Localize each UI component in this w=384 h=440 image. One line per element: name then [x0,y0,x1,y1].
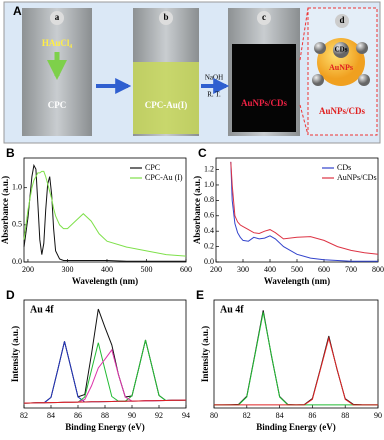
gold-particle [317,38,365,86]
series-line [214,310,378,406]
plot-frame [23,299,187,409]
panel-label: D [6,288,15,302]
x-tick-label: 400 [264,265,276,274]
x-tick-label: 600 [180,265,192,274]
x-tick-label: 600 [318,265,330,274]
legend-label: CPC-Au (I) [145,173,183,182]
solution [232,44,296,132]
x-tick-label: 700 [345,265,357,274]
y-axis-label: Intensity (a.u.) [200,326,210,382]
vial-label: AuNPs/CDs [241,98,288,108]
panel-label: A [13,4,22,18]
y-tick-label: 0.0 [12,257,22,266]
y-tick-label: 1.2 [204,164,214,173]
vial-letter: c [262,12,266,22]
series-line [23,339,187,404]
x-tick-label: 200 [210,265,222,274]
x-tick-label: 800 [372,265,384,274]
x-axis-label: Binding Energy (eV) [65,422,145,432]
plot-frame [23,157,187,263]
inset-label: AuNPs/CDs [319,106,366,116]
x-axis-label: Wavelength (nm) [72,276,138,286]
series-line [23,341,187,404]
y-axis-label: Intensity (a.u.) [10,326,20,382]
x-tick-label: 88 [101,411,109,420]
series-line [214,336,378,406]
x-tick-label: 500 [291,265,303,274]
x-tick-label: 300 [237,265,249,274]
panel-label: C [198,146,207,160]
condition: R. T. [207,91,221,99]
x-tick-label: 90 [374,411,382,420]
vial-label: CPC-Au(I) [145,100,188,110]
x-tick-label: 84 [276,411,284,420]
letter-badge [50,11,64,25]
series-line [214,312,378,406]
legend-label: CPC [145,163,160,172]
series-line [23,348,187,404]
series-line [23,163,186,262]
solution [133,62,199,134]
x-tick-label: 92 [155,411,163,420]
series-line [23,170,187,257]
x-axis-label: Wavelength (nm) [264,276,330,286]
y-tick-label: 1.0 [12,183,22,192]
x-tick-label: 86 [74,411,82,420]
legend-label: AuNPs/CDs [337,173,377,182]
annotation: Au 4f [220,304,244,315]
carbon-dot [333,42,349,58]
x-tick-label: 84 [47,411,55,420]
vial-letter: b [163,12,168,22]
carbon-dot [358,74,370,86]
x-tick-label: 90 [128,411,136,420]
y-tick-label: 0.8 [204,195,214,204]
x-tick-label: 82 [243,411,251,420]
x-tick-label: 300 [61,265,73,274]
letter-badge [159,11,173,25]
series-line [23,399,187,404]
y-axis-label: Absorbance (a.u.) [0,176,10,244]
carbon-dot [356,42,368,54]
y-tick-label: 0.0 [204,257,214,266]
letter-badge [257,11,271,25]
annotation: Au 4f [30,304,54,315]
x-tick-label: 94 [182,411,190,420]
condition: NaOH [205,74,223,82]
y-tick-label: 0.2 [204,241,214,250]
zoom-line [299,7,309,61]
plot-frame [213,299,379,409]
carbon-dot [314,42,326,54]
legend-label: CDs [337,163,351,172]
x-tick-label: 400 [101,265,113,274]
y-tick-label: 1.0 [204,180,214,189]
letter-badge [335,14,349,28]
series-line [230,161,379,255]
carbon-dot [312,74,324,86]
series-line [230,161,378,262]
core-label: CDs [335,46,348,54]
panel-label: E [196,288,204,302]
x-tick-label: 80 [210,411,218,420]
y-tick-label: 0.6 [204,211,214,220]
x-tick-label: 500 [140,265,152,274]
x-tick-label: 200 [22,265,34,274]
vial-letter: a [55,12,60,22]
y-axis-label: Absorbance (a.u.) [192,176,202,244]
zoom-line [299,104,309,136]
x-tick-label: 86 [308,411,316,420]
y-tick-label: 0.4 [204,226,214,235]
x-tick-label: 82 [20,411,28,420]
inset-letter: d [339,15,344,25]
reagent: HAuCl₄ [42,38,73,48]
y-tick-label: 0.5 [12,220,22,229]
panel-label: B [6,146,15,160]
series-line [23,308,187,404]
shell-label: AuNPs [329,63,353,72]
x-axis-label: Binding Energy (eV) [256,422,336,432]
x-tick-label: 88 [341,411,349,420]
vial-label: CPC [48,100,67,110]
